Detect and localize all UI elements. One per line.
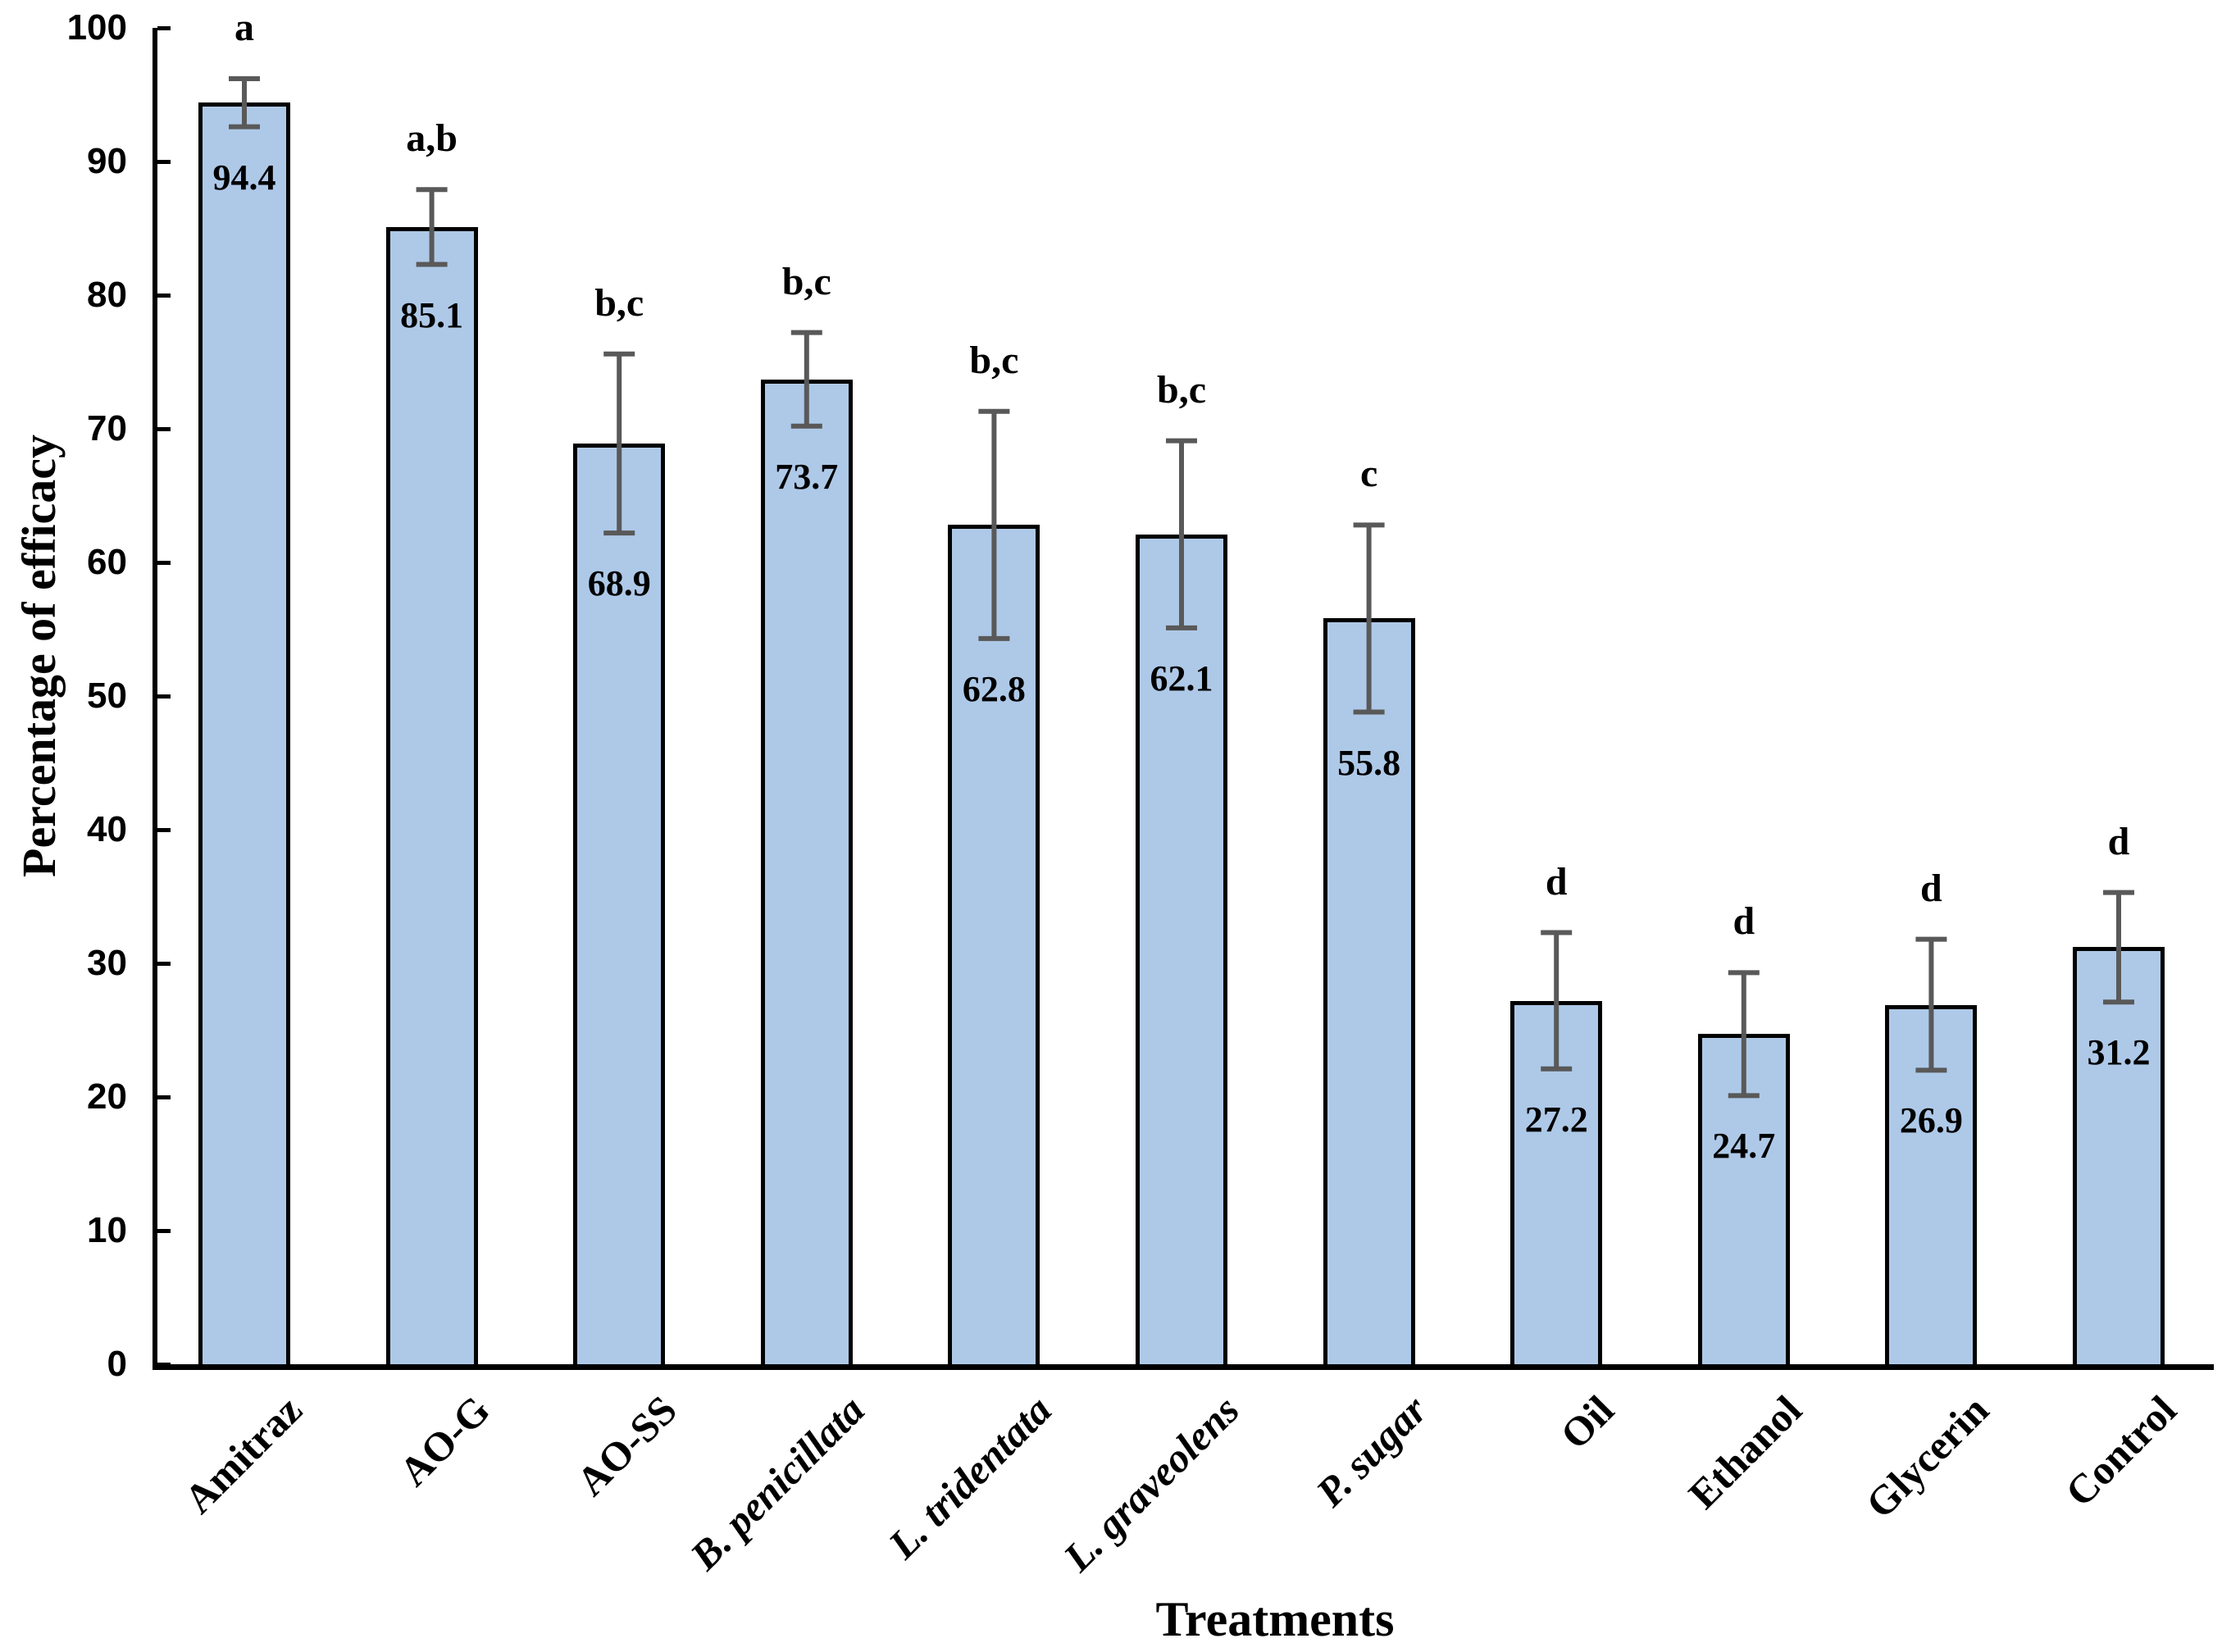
bar-value-label: 27.2	[1524, 1099, 1588, 1140]
significance-letter: d	[1920, 866, 1942, 910]
bar-ao-g	[385, 226, 478, 1364]
y-tick-mark	[157, 561, 171, 565]
y-tick-label: 70	[87, 408, 127, 448]
bar-value-label: 26.9	[1899, 1100, 1963, 1141]
y-tick-mark	[157, 1229, 171, 1233]
y-tick-mark	[157, 1363, 171, 1367]
x-axis-title: Treatments	[1155, 1592, 1395, 1646]
bar-l-tridentata	[948, 525, 1040, 1364]
y-tick-mark	[157, 694, 171, 699]
bar-ao-ss	[573, 443, 666, 1364]
significance-letter: a	[234, 5, 254, 49]
y-tick-mark	[157, 828, 171, 832]
bar-value-label: 62.1	[1150, 658, 1213, 699]
bar-value-label: 73.7	[775, 456, 839, 497]
y-axis-line	[153, 28, 157, 1369]
significance-letter: d	[1733, 899, 1755, 944]
bar-value-label: 68.9	[587, 563, 651, 604]
significance-letter: b,c	[594, 280, 644, 325]
y-tick-label: 30	[87, 943, 127, 983]
bar-amitraz	[198, 102, 290, 1364]
y-tick-label: 90	[87, 141, 127, 181]
bar-value-label: 55.8	[1337, 742, 1401, 783]
y-tick-label: 50	[87, 676, 127, 716]
bar-value-label: 94.4	[212, 157, 276, 198]
y-tick-label: 60	[87, 542, 127, 582]
significance-letter: b,c	[969, 338, 1019, 382]
y-tick-label: 80	[87, 275, 127, 315]
bar-value-label: 24.7	[1712, 1126, 1776, 1167]
significance-letter: c	[1359, 452, 1378, 496]
y-tick-mark	[157, 160, 171, 164]
y-tick-mark	[157, 427, 171, 431]
significance-letter: b,c	[1157, 367, 1206, 412]
bar-glycerin	[1885, 1004, 1978, 1364]
y-tick-label: 20	[87, 1076, 127, 1117]
bar-p-sugar	[1323, 618, 1415, 1364]
bar-value-label: 62.8	[962, 668, 1026, 709]
y-tick-label: 10	[87, 1210, 127, 1250]
y-tick-mark	[157, 294, 171, 298]
y-tick-label: 40	[87, 809, 127, 849]
significance-letter: d	[2107, 819, 2130, 863]
bar-value-label: 85.1	[400, 294, 464, 335]
y-tick-label: 100	[66, 7, 127, 48]
bar-l-graveolens	[1136, 534, 1227, 1364]
bar-b-penicillata	[760, 379, 853, 1364]
y-tick-mark	[157, 1095, 171, 1099]
significance-letter: a,b	[406, 116, 458, 161]
significance-letter: d	[1545, 859, 1568, 903]
y-tick-mark	[157, 962, 171, 966]
y-tick-label: 0	[107, 1344, 127, 1384]
significance-letter: b,c	[781, 259, 831, 303]
x-axis-line	[153, 1364, 2214, 1370]
bar-value-label: 31.2	[2087, 1032, 2151, 1073]
y-tick-mark	[157, 26, 171, 30]
